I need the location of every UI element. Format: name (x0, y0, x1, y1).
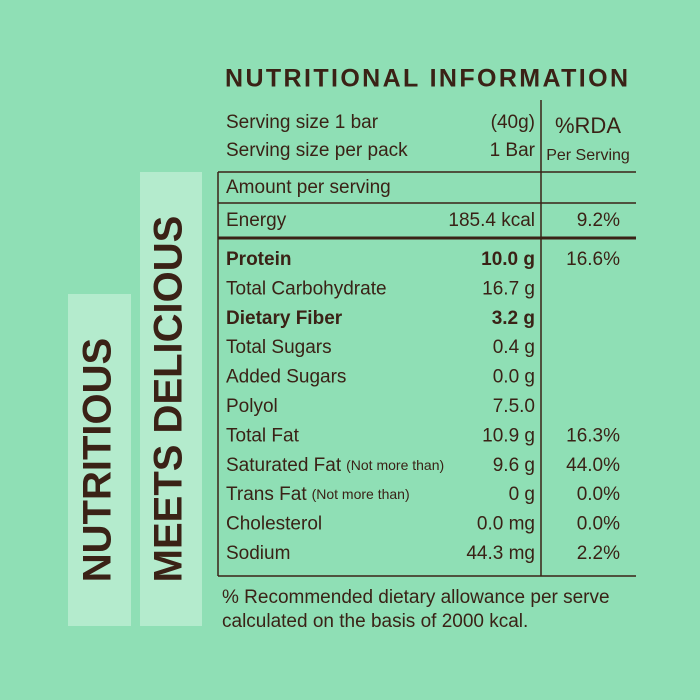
nutrient-amount: 9.6 g (493, 455, 535, 476)
nutrient-amount: 10.0 g (481, 249, 535, 270)
nutrient-rda: 0.0% (577, 484, 620, 505)
nutrient-rda: 2.2% (577, 543, 620, 564)
serving-amount: (40g) (491, 112, 535, 133)
nutrient-name: Dietary Fiber (226, 308, 343, 329)
badge: NUTRITIOUS (76, 338, 120, 582)
badge-box (140, 172, 202, 626)
title: NUTRITIONAL INFORMATION (225, 65, 628, 93)
nutrient-amount: 0.0 g (493, 367, 535, 388)
nutrient-amount: 10.9 g (482, 425, 535, 446)
nutrient-amount: 3.2 g (492, 308, 535, 329)
serving-label: Serving size per pack (226, 140, 408, 161)
footnote: calculated on the basis of 2000 kcal. (222, 611, 528, 632)
nutrient-rda: 16.3% (566, 425, 620, 446)
badge: MEETS DELICIOUS (147, 216, 191, 583)
nutrient-name: Added Sugars (226, 367, 346, 388)
nutrient-rda: 44.0% (566, 455, 620, 476)
nutrient-name: Protein (226, 249, 291, 270)
nutrient-name: Cholesterol (226, 514, 322, 535)
nutrient-name: Protein (226, 249, 291, 270)
footnote: % Recommended dietary allowance per serv… (222, 587, 610, 608)
nutrient-amount: 44.3 mg (466, 543, 535, 564)
nutrient-name: Sodium (226, 543, 290, 564)
nutrient-amount: 185.4 kcal (448, 210, 535, 231)
nutrient-name: Polyol (226, 396, 278, 417)
serving-label: Serving size 1 bar (226, 112, 379, 133)
badge-box (68, 294, 131, 626)
nutrient-name: Total Sugars (226, 337, 332, 358)
nutrient-name: Trans Fat (226, 484, 307, 505)
nutrient-name: Polyol (226, 396, 278, 417)
nutrient-name: Total Fat (226, 425, 300, 446)
nutrient-rda: 0.0% (577, 514, 620, 535)
nutrient-name: Dietary Fiber (226, 308, 343, 329)
nutrient-rda: 16.6% (566, 249, 620, 270)
nutrient-amount: 16.7 g (482, 278, 535, 299)
nutrient-note: (Not more than) (312, 486, 410, 502)
nutrient-name: Saturated Fat (Not more than) (226, 455, 444, 476)
nutrient-name: Added Sugars (226, 367, 346, 388)
nutrient-name: Energy (226, 210, 287, 231)
nutrient-name: Total Sugars (226, 337, 332, 358)
serving-amount: 1 Bar (490, 140, 536, 161)
rda-header: %RDA (555, 113, 621, 138)
rda-subheader: Per Serving (546, 147, 630, 164)
nutrient-name: Cholesterol (226, 514, 322, 535)
nutrient-amount: 0.4 g (493, 337, 535, 358)
nutrient-note: (Not more than) (346, 457, 444, 473)
nutrient-name: Total Carbohydrate (226, 278, 387, 299)
nutrient-name: Sodium (226, 543, 290, 564)
nutrient-name: Trans Fat (Not more than) (226, 484, 410, 505)
nutrient-name: Total Fat (226, 425, 300, 446)
nutrient-amount: 0 g (509, 484, 535, 505)
amount-header: Amount per serving (226, 177, 391, 198)
nutrient-amount: 0.0 mg (477, 514, 535, 535)
nutrient-amount: 7.5.0 (493, 396, 535, 417)
nutrient-name: Saturated Fat (226, 455, 342, 476)
nutrient-rda: 9.2% (577, 210, 620, 231)
nutrient-name: Total Carbohydrate (226, 278, 387, 299)
